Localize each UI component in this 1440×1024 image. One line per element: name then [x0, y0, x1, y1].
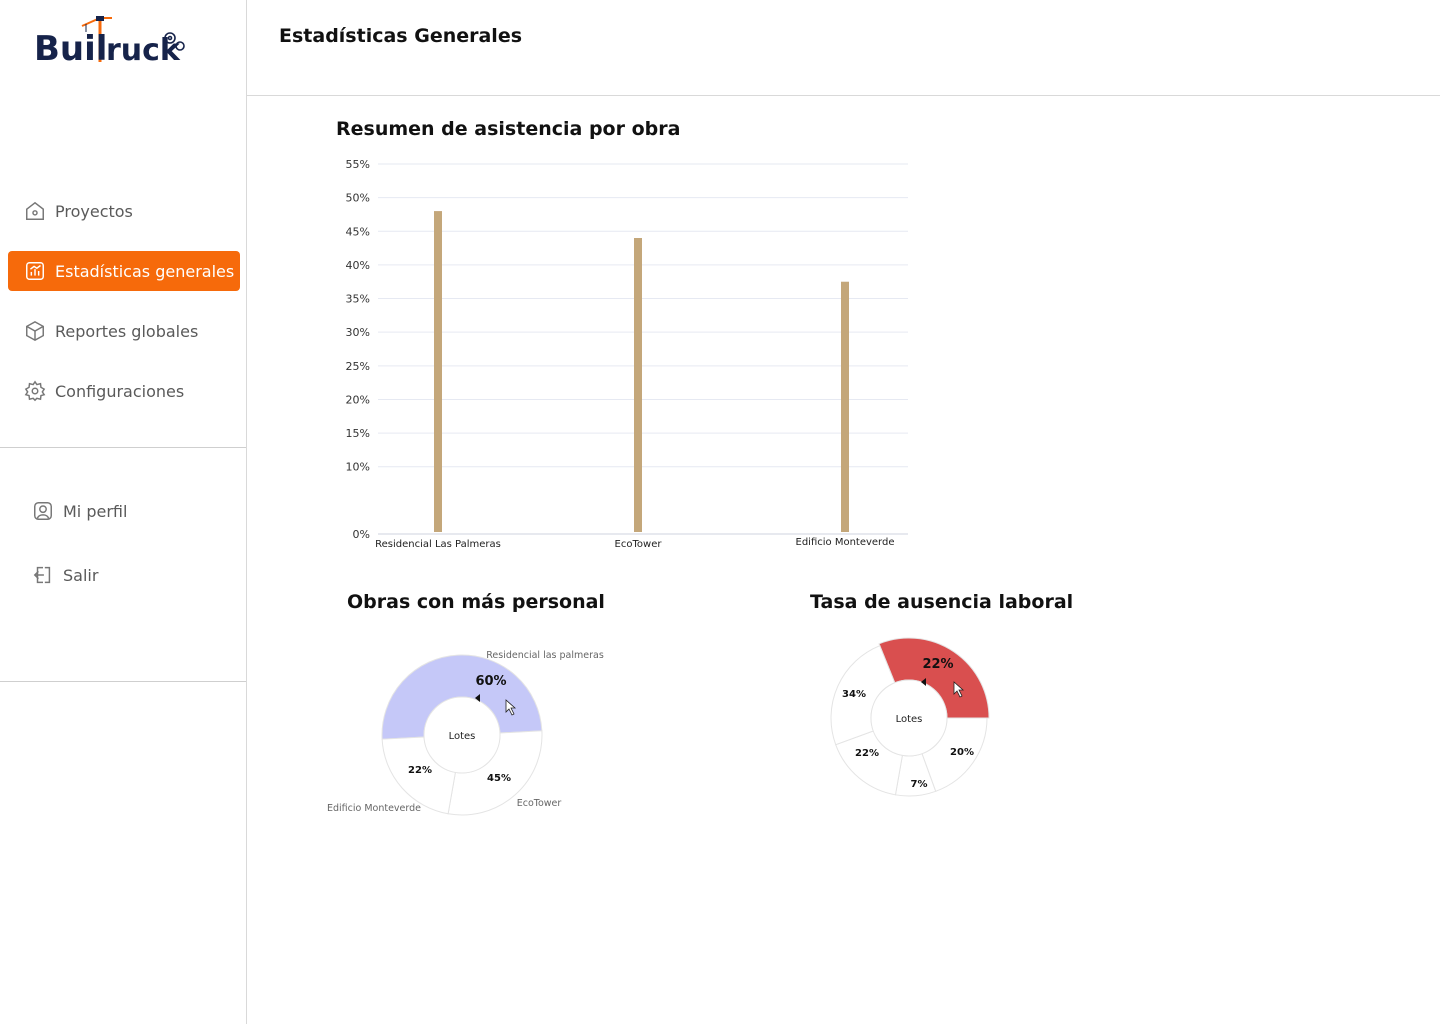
attendance-chart-title: Resumen de asistencia por obra [336, 118, 681, 140]
y-tick-label: 30% [346, 326, 370, 339]
gears-icon [164, 32, 185, 51]
y-tick-label: 35% [346, 293, 370, 306]
brand-name-text: Buil [34, 29, 107, 68]
y-tick-label: 55% [346, 158, 370, 171]
cursor-icon [953, 681, 965, 698]
sidebar-item-label: Mi perfil [63, 501, 128, 521]
x-tick-label: EcoTower [615, 539, 663, 550]
pie-value-label: 22% [922, 657, 953, 672]
sidebar-divider [0, 447, 246, 448]
sidebar-item-estadisticas[interactable]: Estadísticas generales [8, 251, 240, 291]
staff-chart-title: Obras con más personal [347, 591, 605, 613]
builtruck-logo[interactable]: Buil ruck [34, 8, 194, 69]
y-tick-label: 20% [346, 393, 370, 406]
user-icon [31, 499, 55, 523]
absence-donut-chart: Lotes 22% 20% 7% 22% 34% [830, 637, 990, 797]
header: Estadísticas Generales [247, 0, 1440, 96]
absence-chart-title: Tasa de ausencia laboral [810, 591, 1074, 613]
x-tick-label: Residencial Las Palmeras [375, 539, 501, 550]
logout-icon [31, 563, 55, 587]
sidebar-divider [0, 681, 246, 682]
home-icon [23, 199, 47, 223]
x-tick-label: Edificio Monteverde [796, 537, 895, 548]
chart-icon [23, 259, 47, 283]
sidebar: Buil ruck Proyectos Estadísticas general… [0, 0, 247, 1024]
tooltip-caret [921, 678, 926, 686]
pie-value-label: 22% [408, 765, 432, 776]
sidebar-item-label: Reportes globales [55, 321, 199, 341]
y-tick-label: 50% [346, 192, 370, 205]
donut-center [423, 696, 501, 774]
pie-value-label: 20% [950, 747, 974, 758]
pie-value-label: 60% [475, 674, 506, 689]
sidebar-item-label: Proyectos [55, 201, 133, 221]
pie-slice-name: EcoTower [517, 798, 562, 809]
gear-icon [23, 379, 47, 403]
pie-value-label: 7% [911, 779, 928, 790]
donut-center-label: Lotes [449, 731, 476, 742]
pie-value-label: 34% [842, 689, 866, 700]
sidebar-item-proyectos[interactable]: Proyectos [8, 191, 240, 231]
sidebar-item-label: Salir [63, 565, 99, 585]
pie-value-label: 45% [487, 773, 511, 784]
pie-value-label: 22% [855, 748, 879, 759]
donut-center [870, 679, 948, 757]
tooltip-caret [475, 694, 480, 702]
pie-slice-name: Residencial las palmeras [486, 650, 604, 661]
svg-text:ruck: ruck [106, 33, 181, 68]
bar [434, 211, 442, 532]
crane-icon [81, 16, 112, 62]
sidebar-item-label: Estadísticas generales [55, 261, 235, 281]
bar [841, 281, 849, 532]
y-tick-label: 40% [346, 259, 370, 272]
cube-icon [23, 319, 47, 343]
y-tick-label: 10% [346, 461, 370, 474]
bar [634, 238, 642, 532]
donut-center-label: Lotes [896, 714, 923, 725]
page-title: Estadísticas Generales [279, 25, 523, 47]
sidebar-item-reportes[interactable]: Reportes globales [8, 311, 240, 351]
y-tick-label: 25% [346, 360, 370, 373]
pie-slice-name: Edificio Monteverde [327, 803, 421, 814]
y-tick-label: 15% [346, 427, 370, 440]
cursor-icon [505, 699, 517, 716]
y-tick-label: 0% [353, 528, 370, 541]
sidebar-item-configuraciones[interactable]: Configuraciones [8, 371, 240, 411]
sidebar-item-salir[interactable]: Salir [16, 555, 248, 595]
staff-donut-chart: Lotes 60% 45% 22% Residencial las palmeras Ec… [327, 650, 604, 816]
y-tick-label: 45% [346, 225, 370, 238]
sidebar-item-label: Configuraciones [55, 381, 185, 401]
attendance-bar-chart: 0% 10% 15% 20% 25% 30% 35% 40% 45% 50% 55% Residenc… [346, 158, 908, 550]
sidebar-item-mi-perfil[interactable]: Mi perfil [16, 491, 248, 531]
